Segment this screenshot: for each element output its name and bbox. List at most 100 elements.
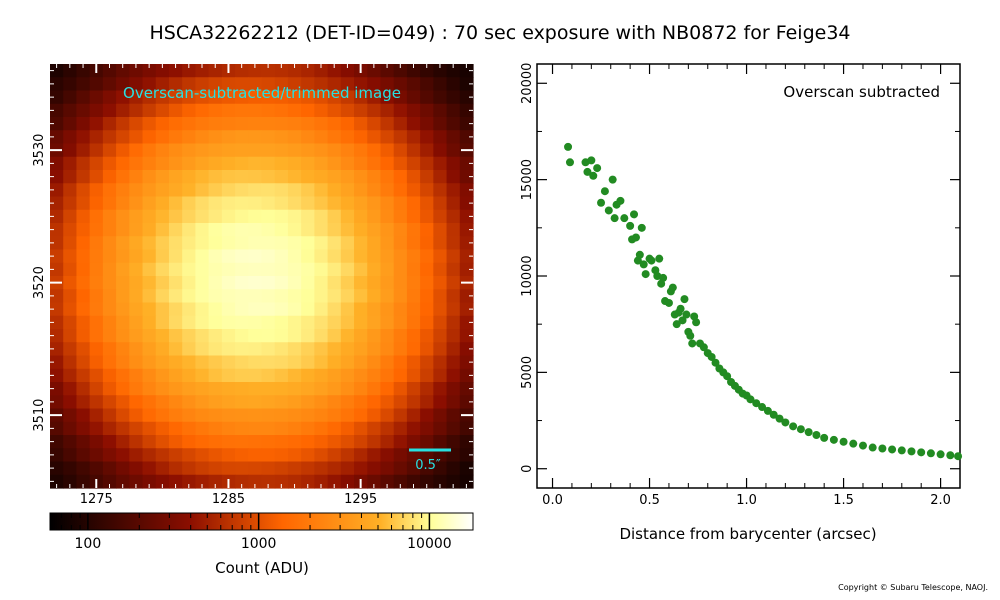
scatter-point xyxy=(746,395,755,404)
image-pixel xyxy=(287,302,302,317)
scatter-point xyxy=(583,167,592,176)
image-pixel xyxy=(367,474,382,489)
image-pixel xyxy=(327,342,342,357)
image-pixel xyxy=(274,435,289,449)
image-pixel xyxy=(50,223,64,237)
image-pixel xyxy=(116,289,130,304)
image-pixel xyxy=(248,262,263,277)
image-pixel xyxy=(76,368,91,383)
image-pixel xyxy=(406,262,421,277)
scatter-point xyxy=(812,431,821,439)
image-pixel xyxy=(261,223,276,237)
image-pixel xyxy=(63,130,78,145)
image-pixel xyxy=(221,448,236,463)
image-pixel xyxy=(76,289,91,304)
image-pixel xyxy=(314,170,329,184)
image-pixel xyxy=(340,382,355,396)
image-pixel xyxy=(195,408,210,423)
image-pixel xyxy=(89,355,104,370)
image-pixel xyxy=(261,64,276,78)
image-pixel xyxy=(102,64,117,78)
image-pixel xyxy=(63,196,78,211)
scale-bar-label: 0.5″ xyxy=(415,458,441,473)
image-pixel xyxy=(50,461,64,476)
image-pixel xyxy=(129,395,144,410)
image-pixel xyxy=(155,156,170,171)
image-pixel xyxy=(155,342,170,357)
image-pixel xyxy=(89,408,104,423)
image-pixel xyxy=(340,103,355,118)
image-pixel xyxy=(129,382,144,396)
image-pixel xyxy=(433,143,448,158)
image-pixel xyxy=(261,289,276,304)
image-pixel xyxy=(155,289,170,304)
image-pixel xyxy=(89,329,104,343)
scatter-point xyxy=(699,343,708,352)
image-pixel xyxy=(63,183,78,198)
image-pixel xyxy=(446,461,461,476)
image-pixel xyxy=(208,249,223,264)
image-pixel xyxy=(168,289,183,304)
scatter-point xyxy=(610,214,619,223)
image-pixels xyxy=(50,64,474,489)
image-pixel xyxy=(63,156,78,171)
image-pixel xyxy=(261,395,276,410)
image-pixel xyxy=(142,90,157,105)
image-pixel xyxy=(116,382,130,396)
image-pixel xyxy=(380,355,395,370)
image-pixel xyxy=(459,90,474,105)
image-pixel xyxy=(168,474,183,489)
image-pixel xyxy=(76,435,91,449)
image-pixel xyxy=(221,342,236,357)
image-pixel xyxy=(459,289,474,304)
image-pixel xyxy=(393,196,408,211)
image-pixel xyxy=(446,474,461,489)
image-pixel xyxy=(248,276,263,290)
image-pixel xyxy=(168,395,183,410)
image-pixel xyxy=(274,183,289,198)
image-pixel xyxy=(102,421,117,436)
image-pixel xyxy=(221,117,236,131)
image-pixel xyxy=(50,64,64,78)
image-pixel xyxy=(248,408,263,423)
image-pixel xyxy=(63,329,78,343)
image-pixel xyxy=(116,315,130,330)
image-pixel xyxy=(354,315,368,330)
image-pixel xyxy=(301,262,315,277)
image-pixel xyxy=(367,421,382,436)
image-pixel xyxy=(155,143,170,158)
image-pixel xyxy=(129,289,144,304)
image-pixel xyxy=(142,289,157,304)
image-pixel xyxy=(354,249,368,264)
image-pixel xyxy=(116,117,130,131)
image-pixel xyxy=(50,183,64,198)
image-pixel xyxy=(367,355,382,370)
image-pixel xyxy=(248,117,263,131)
image-pixel xyxy=(261,448,276,463)
image-pixel xyxy=(406,90,421,105)
image-pixel xyxy=(195,448,210,463)
image-pixel xyxy=(446,196,461,211)
image-pixel xyxy=(354,156,368,171)
image-pixel xyxy=(142,156,157,171)
image-pixel xyxy=(195,223,210,237)
scatter-point xyxy=(954,452,963,461)
image-pixel xyxy=(221,223,236,237)
image-pixel xyxy=(142,223,157,237)
image-pixel xyxy=(89,130,104,145)
image-pixel xyxy=(102,156,117,171)
image-pixel xyxy=(221,289,236,304)
image-pixel xyxy=(406,368,421,383)
image-pixel xyxy=(76,90,91,105)
image-pixel xyxy=(155,448,170,463)
image-pixel xyxy=(76,262,91,277)
image-pixel xyxy=(195,435,210,449)
image-pixel xyxy=(50,90,64,105)
image-pixel xyxy=(195,342,210,357)
image-pixel xyxy=(155,77,170,92)
image-pixel xyxy=(221,103,236,118)
image-pixel xyxy=(406,329,421,343)
image-pixel xyxy=(195,156,210,171)
image-pixel xyxy=(182,90,197,105)
image-pixel xyxy=(102,90,117,105)
